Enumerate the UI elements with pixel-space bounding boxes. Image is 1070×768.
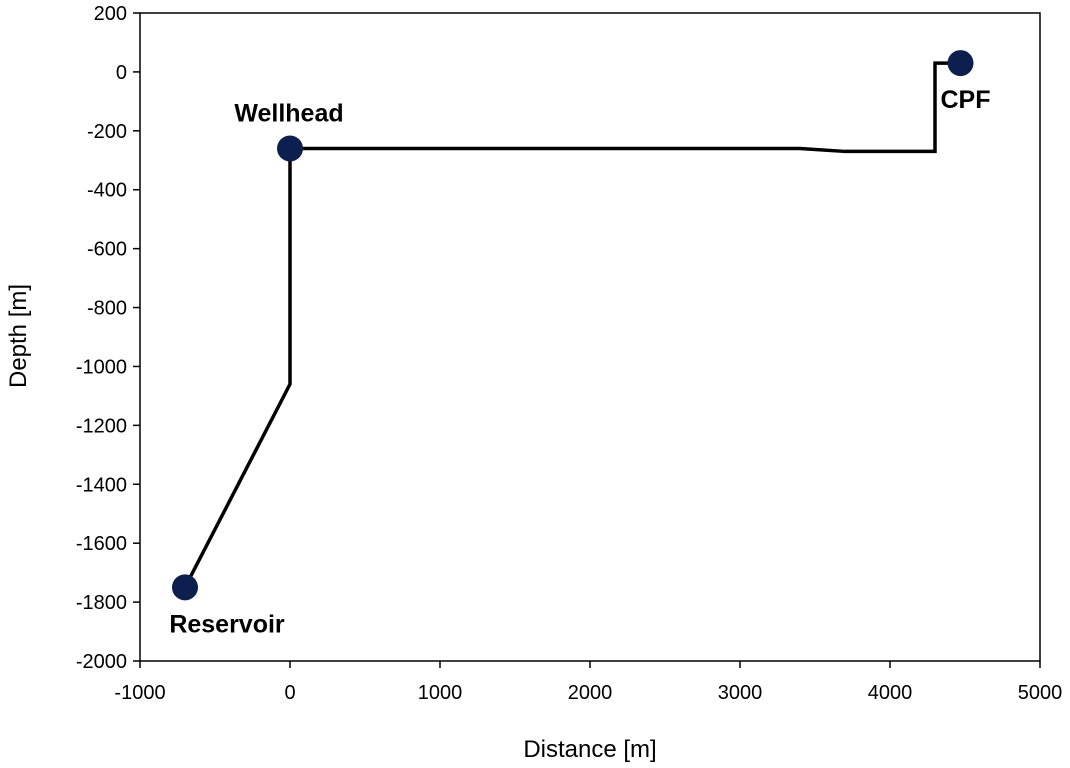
y-axis: 200 0 -200 -400 -600 -800 -1000 -1200 -1400 -1600… [76,3,140,673]
y-tick-label: -400 [87,180,127,202]
label-reservoir: Reservoir [169,610,285,638]
marker-reservoir [172,574,198,601]
label-cpf: CPF [941,86,991,114]
x-tick-label: 1000 [418,682,463,704]
y-tick-label: -800 [87,298,127,320]
marker-cpf [947,50,974,77]
label-wellhead: Wellhead [234,99,343,127]
x-tick-label: 4000 [868,682,913,704]
y-tick-label: -600 [87,239,127,261]
y-tick-label: -200 [87,121,127,143]
x-tick-label: 3000 [718,682,763,704]
y-tick-label: -1400 [76,474,127,496]
x-tick-label: -1000 [114,682,165,704]
y-tick-label: -1800 [76,592,127,614]
pipeline-line [183,61,961,589]
y-tick-label: -1600 [76,533,127,555]
y-tick-label: -1000 [76,356,127,378]
x-tick-label: 5000 [1018,682,1063,704]
marker-layer [172,50,974,601]
annotation-layer: Reservoir Wellhead CPF [169,86,990,638]
marker-wellhead [277,135,303,162]
x-axis: -1000 0 1000 2000 3000 4000 5000 [114,661,1062,704]
y-tick-label: 200 [94,3,127,25]
x-tick-label: 0 [284,682,295,704]
x-axis-title: Distance [m] [523,736,656,763]
y-axis-title: Depth [m] [5,284,32,388]
y-tick-label: -1200 [76,415,127,437]
x-tick-label: 2000 [568,682,613,704]
y-tick-label: -2000 [76,651,127,673]
series-layer [183,61,961,589]
y-tick-label: 0 [116,62,127,84]
